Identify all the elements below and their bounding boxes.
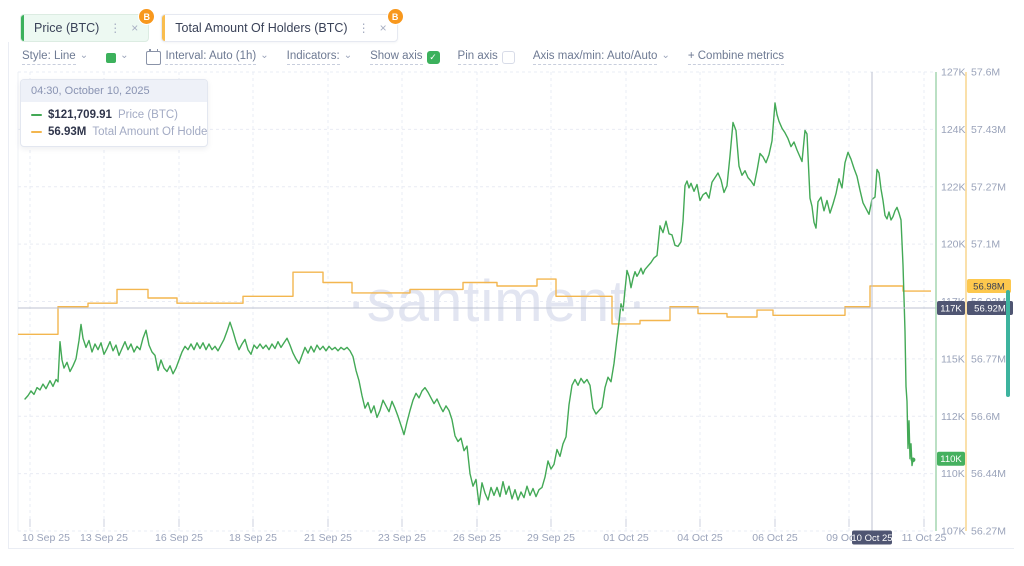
svg-text:56.92M: 56.92M [974, 304, 1006, 315]
tooltip-timestamp: 04:30, October 10, 2025 [21, 80, 207, 102]
svg-text:122K: 122K [941, 181, 966, 193]
combine-metrics-label: + Combine metrics [687, 50, 785, 65]
metric-tabs: Price (BTC) ⋮ × B Total Amount Of Holder… [20, 8, 404, 42]
btc-badge-icon: B [386, 8, 404, 25]
pin-axis-checkbox[interactable] [501, 51, 515, 64]
svg-text:56.77M: 56.77M [971, 353, 1006, 365]
tab-accent-bar [21, 15, 24, 41]
axis-range-scrollbar[interactable] [1006, 290, 1010, 397]
price-series-line [24, 102, 914, 506]
tooltip-row-holders: 56.93M Total Amount Of Holders (BTC) [31, 126, 207, 138]
svg-text:56.27M: 56.27M [971, 526, 1006, 538]
axis-maxmin-label: Axis max/min: Auto/Auto [532, 50, 658, 65]
tab-menu-icon[interactable]: ⋮ [109, 21, 122, 35]
chart-tooltip: 04:30, October 10, 2025 $121,709.91 Pric… [20, 79, 208, 147]
widget-left-border [8, 42, 9, 548]
svg-text:117K: 117K [940, 304, 962, 315]
svg-text:56.98M: 56.98M [973, 281, 1005, 292]
chevron-down-icon: ⌄ [661, 50, 670, 61]
tab-menu-icon[interactable]: ⋮ [357, 21, 370, 35]
chart-toolbar: Style: Line ⌄ ⌄ Interval: Auto (1h) ⌄ In… [22, 48, 785, 65]
svg-text:04 Oct 25: 04 Oct 25 [677, 532, 723, 544]
svg-text:124K: 124K [941, 124, 966, 136]
svg-text:56.44M: 56.44M [971, 468, 1006, 480]
svg-text:26 Sep 25: 26 Sep 25 [453, 532, 501, 544]
svg-text:57.6M: 57.6M [971, 67, 1000, 79]
tooltip-holders-value: 56.93M [48, 126, 87, 138]
svg-text:112K: 112K [941, 411, 965, 423]
chevron-down-icon: ⌄ [79, 50, 89, 61]
holders-series-line [18, 271, 931, 335]
tooltip-price-label: Price (BTC) [117, 109, 179, 121]
interval-label: Interval: Auto (1h) [165, 50, 257, 65]
chevron-down-icon: ⌄ [120, 50, 129, 61]
svg-text:110K: 110K [940, 454, 962, 465]
crosshair-price-badge: 117K [937, 301, 965, 315]
tooltip-row-price: $121,709.91 Price (BTC) [31, 109, 197, 121]
calendar-icon [146, 48, 162, 65]
svg-text:29 Sep 25: 29 Sep 25 [527, 532, 575, 544]
svg-text:110K: 110K [941, 468, 965, 480]
svg-text:115K: 115K [941, 353, 965, 365]
chevron-down-icon: ⌄ [260, 50, 269, 61]
svg-text:06 Oct 25: 06 Oct 25 [752, 532, 798, 544]
tooltip-holders-label: Total Amount Of Holders (BTC) [92, 126, 208, 138]
santiment-watermark: ·santiment· [346, 269, 647, 334]
price-series-end-dot [910, 457, 916, 463]
svg-text:18 Sep 25: 18 Sep 25 [229, 532, 277, 544]
svg-text:16 Sep 25: 16 Sep 25 [155, 532, 203, 544]
tab-close-icon[interactable]: × [131, 21, 139, 35]
indicators-dropdown[interactable]: Indicators: ⌄ [286, 50, 353, 65]
chevron-down-icon: ⌄ [343, 50, 353, 61]
x-axis: 10 Sep 25 13 Sep 25 16 Sep 25 18 Sep 25 21 S… [22, 519, 947, 544]
svg-text:107K: 107K [941, 526, 966, 538]
svg-text:120K: 120K [941, 239, 966, 251]
tooltip-body: $121,709.91 Price (BTC) 56.93M Total Amo… [21, 102, 207, 146]
svg-text:56.6M: 56.6M [971, 411, 1000, 423]
price-current-value-badge: 110K [937, 451, 965, 466]
show-axis-label: Show axis [370, 50, 423, 65]
svg-text:23 Sep 25: 23 Sep 25 [378, 532, 426, 544]
interval-dropdown[interactable]: Interval: Auto (1h) ⌄ [146, 48, 269, 65]
holders-series-marker [31, 131, 42, 133]
svg-text:57.27M: 57.27M [971, 181, 1006, 193]
btc-badge-icon: B [138, 8, 156, 25]
svg-text:10 Oct 25: 10 Oct 25 [851, 533, 892, 544]
holders-current-value-badge: 56.98M [967, 278, 1011, 293]
svg-text:01 Oct 25: 01 Oct 25 [603, 532, 649, 544]
tab-label: Price (BTC) [34, 21, 100, 35]
crosshair-holders-badge: 56.92M [967, 301, 1013, 315]
style-dropdown[interactable]: Style: Line ⌄ [22, 50, 88, 65]
combine-metrics-button[interactable]: + Combine metrics [687, 50, 785, 65]
show-axis-checkbox[interactable]: ✓ [426, 51, 440, 64]
svg-text:13 Sep 25: 13 Sep 25 [80, 532, 128, 544]
indicators-label: Indicators: [286, 50, 340, 65]
pin-axis-toggle[interactable]: Pin axis [457, 50, 515, 65]
svg-text:57.43M: 57.43M [971, 124, 1006, 136]
style-label: Style: Line [22, 50, 76, 65]
tab-label: Total Amount Of Holders (BTC) [175, 21, 348, 35]
series-color-swatch [106, 52, 117, 63]
tab-price-btc[interactable]: Price (BTC) ⋮ × B [20, 8, 156, 42]
show-axis-toggle[interactable]: Show axis ✓ [370, 50, 440, 65]
axis-maxmin-dropdown[interactable]: Axis max/min: Auto/Auto ⌄ [532, 50, 670, 65]
vertical-gridlines [29, 72, 925, 531]
tooltip-price-value: $121,709.91 [48, 109, 112, 121]
color-swatch-dropdown[interactable]: ⌄ [106, 50, 129, 63]
pin-axis-label: Pin axis [457, 50, 498, 65]
tab-total-holders-btc[interactable]: Total Amount Of Holders (BTC) ⋮ × B [161, 8, 404, 42]
tab-close-icon[interactable]: × [379, 21, 387, 35]
tab-accent-bar [162, 15, 166, 41]
svg-text:11 Oct 25: 11 Oct 25 [902, 532, 947, 544]
svg-text:10 Sep 25: 10 Sep 25 [22, 532, 70, 544]
svg-text:57.1M: 57.1M [971, 239, 1000, 251]
svg-text:127K: 127K [941, 67, 966, 79]
svg-text:21 Sep 25: 21 Sep 25 [304, 532, 352, 544]
crosshair-date-badge: 10 Oct 25 [851, 530, 893, 545]
widget-bottom-border [8, 548, 1014, 549]
price-series-marker [31, 114, 42, 116]
